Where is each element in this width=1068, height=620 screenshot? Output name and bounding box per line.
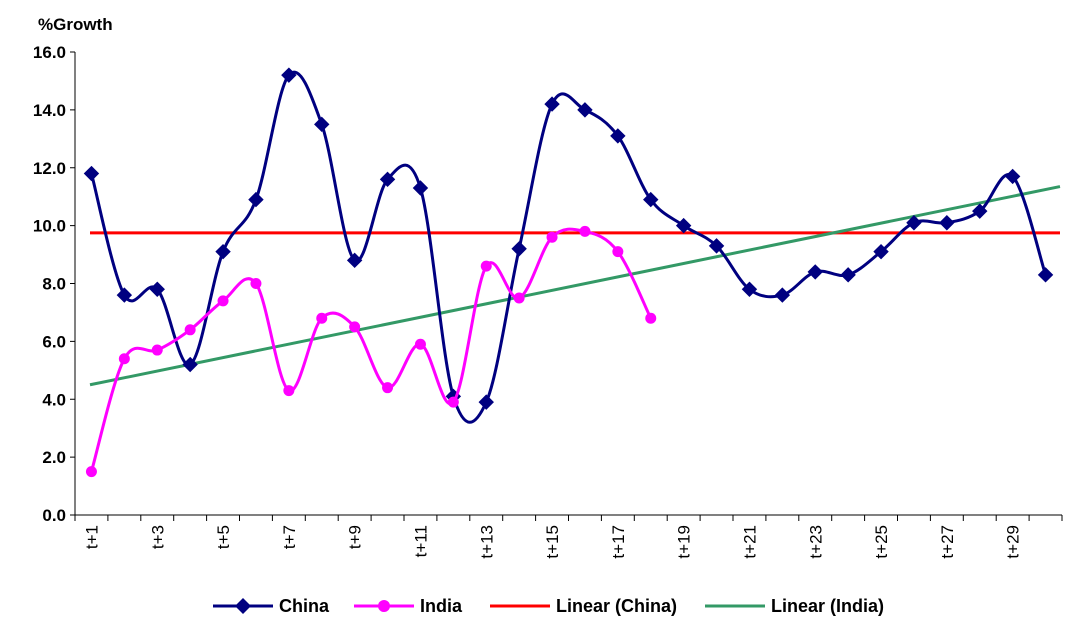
x-tick-label: t+11: [411, 525, 430, 557]
data-point-china: [675, 217, 692, 234]
data-point-china: [873, 243, 889, 260]
legend-label-china: China: [279, 596, 330, 616]
data-point-china: [643, 191, 659, 208]
series-line-china: [90, 70, 1047, 424]
data-point-india: [447, 396, 459, 408]
y-tick-label: 0.0: [42, 506, 66, 525]
data-point-china: [346, 252, 363, 269]
data-point-china: [412, 180, 429, 196]
data-point-india: [316, 312, 328, 324]
y-tick-label: 16.0: [33, 43, 66, 62]
axes: [70, 51, 1063, 521]
data-point-india: [283, 385, 295, 397]
data-point-india: [349, 321, 361, 333]
trendline-linear-india: [89, 185, 1061, 387]
x-tick-label: t+19: [675, 525, 694, 559]
data-point-china: [544, 96, 560, 112]
x-tick-label: t+29: [1004, 525, 1023, 559]
data-point-china: [774, 287, 791, 303]
data-point-india: [645, 312, 657, 324]
data-point-china: [314, 116, 330, 133]
data-point-china: [972, 203, 988, 219]
data-point-china: [478, 394, 494, 410]
data-point-india: [151, 344, 163, 356]
data-point-india: [85, 466, 97, 478]
data-point-china: [379, 171, 396, 188]
data-point-india: [612, 246, 624, 258]
x-tick-labels: t+1 t+3 t+5 t+7 t+9 t+11 t+13 t+15 t+17 t+19 t+21 t…: [82, 525, 1022, 559]
series-line-india: [90, 227, 653, 473]
x-tick-label: t+13: [477, 525, 496, 559]
data-point-china: [149, 281, 165, 297]
data-point-china: [807, 264, 823, 280]
x-tick-label: t+3: [148, 525, 167, 549]
legend-label-india: India: [420, 596, 463, 616]
data-point-china: [708, 238, 725, 254]
data-point-china: [1037, 267, 1054, 283]
x-tick-label: t+15: [543, 525, 562, 559]
data-point-china: [215, 243, 231, 260]
data-point-india: [184, 324, 196, 336]
series-linear-india: [89, 185, 1061, 387]
legend-item-linear-china: Linear (China): [490, 596, 677, 616]
y-axis-title: %Growth: [38, 15, 113, 34]
y-tick-label: 8.0: [42, 275, 66, 294]
legend-marker-india: [378, 600, 390, 612]
series-india: [85, 225, 657, 478]
data-point-india: [414, 338, 426, 350]
x-tick-label: t+9: [346, 525, 365, 549]
x-tick-label: t+5: [214, 525, 233, 549]
data-point-china: [511, 241, 527, 257]
data-point-india: [250, 278, 262, 289]
x-tick-label: t+7: [280, 525, 299, 549]
series-china: [83, 67, 1054, 424]
data-point-india: [480, 260, 492, 272]
data-point-china: [840, 267, 856, 283]
data-point-china: [281, 67, 297, 83]
y-tick-label: 10.0: [33, 217, 66, 236]
y-tick-label: 6.0: [42, 332, 66, 351]
legend-label-linear-india: Linear (India): [771, 596, 884, 616]
data-point-india: [217, 295, 229, 307]
x-tick-label: t+1: [82, 525, 101, 549]
x-tick-label: t+27: [938, 525, 957, 559]
data-point-china: [248, 191, 264, 208]
data-point-china: [741, 281, 758, 297]
x-tick-label: t+23: [806, 525, 825, 559]
data-point-china: [906, 215, 922, 231]
data-point-china: [577, 102, 593, 118]
data-point-india: [382, 382, 394, 394]
data-point-china: [182, 356, 198, 373]
data-point-china: [1004, 168, 1021, 185]
y-tick-label: 14.0: [33, 101, 66, 120]
y-tick-label: 4.0: [42, 390, 66, 409]
legend-item-china: China: [213, 596, 330, 616]
data-point-india: [513, 292, 525, 304]
series-layer: [83, 67, 1061, 478]
x-tick-label: t+17: [609, 525, 628, 559]
x-tick-label: t+21: [740, 525, 759, 559]
data-point-china: [116, 287, 133, 303]
legend-item-linear-india: Linear (India): [705, 596, 884, 616]
data-point-china: [83, 165, 100, 182]
y-tick-label: 12.0: [33, 159, 66, 178]
x-tick-label: t+25: [872, 525, 891, 559]
data-point-india: [546, 231, 558, 243]
y-tick-label: 2.0: [42, 448, 66, 467]
y-tick-labels: 0.0 2.0 4.0 6.0 8.0 10.0 12.0 14.0 16.0: [33, 43, 66, 525]
legend: China India Linear (China) Linear (India): [213, 596, 884, 616]
legend-label-linear-china: Linear (China): [556, 596, 677, 616]
legend-marker-china: [235, 598, 251, 614]
legend-item-india: India: [354, 596, 463, 616]
data-point-india: [118, 353, 130, 365]
data-point-china: [939, 215, 955, 231]
data-point-india: [579, 225, 591, 237]
data-point-china: [610, 128, 626, 144]
